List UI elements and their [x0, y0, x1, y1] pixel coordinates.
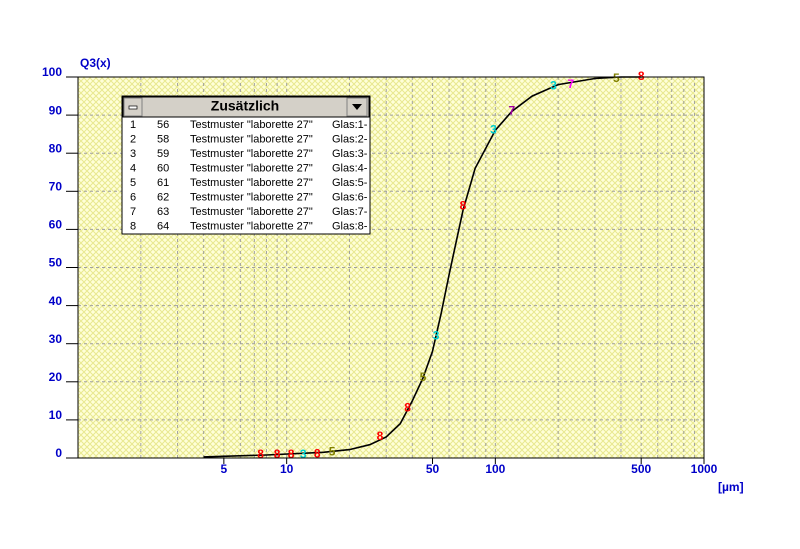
- y-tick-label: 50: [49, 256, 63, 270]
- y-tick-label: 20: [49, 370, 63, 384]
- legend-cell: 1: [130, 119, 136, 131]
- legend-cell: 5: [130, 177, 136, 189]
- point-marker: 3: [550, 79, 557, 93]
- point-marker: 8: [257, 447, 264, 461]
- legend-cell: 63: [157, 206, 169, 218]
- legend-cell: Glas:8-: [332, 220, 368, 232]
- y-axis-label: Q3(x): [80, 56, 111, 70]
- legend-cell: Testmuster "laborette 27": [190, 191, 313, 203]
- point-marker: 3: [300, 447, 307, 461]
- legend-cell: Glas:5-: [332, 177, 368, 189]
- y-tick-label: 90: [49, 103, 63, 117]
- legend-cell: Testmuster "laborette 27": [190, 177, 313, 189]
- legend-frame: [121, 95, 371, 235]
- legend-cell: Testmuster "laborette 27": [190, 119, 313, 131]
- y-tick-label: 30: [49, 332, 63, 346]
- legend-cell: 7: [130, 206, 136, 218]
- point-marker: 8: [314, 446, 321, 460]
- legend-title: Zusätzlich: [211, 98, 279, 114]
- legend-cell: Glas:3-: [332, 148, 368, 160]
- y-tick-label: 100: [42, 65, 62, 79]
- legend-cell: Testmuster "laborette 27": [190, 133, 313, 145]
- x-tick-label: 50: [426, 462, 440, 476]
- point-marker: 8: [404, 401, 411, 415]
- legend-cell: Glas:6-: [332, 191, 368, 203]
- x-tick-label: 10: [280, 462, 294, 476]
- legend-cell: Glas:1-: [332, 119, 368, 131]
- x-tick-label: 500: [631, 462, 651, 476]
- point-marker: 8: [460, 199, 467, 213]
- legend-cell: 4: [130, 162, 136, 174]
- legend-cell: 58: [157, 133, 169, 145]
- legend-cell: 60: [157, 162, 169, 174]
- legend-cell: Glas:2-: [332, 133, 368, 145]
- dropdown-arrow: [352, 104, 362, 110]
- point-marker: 8: [274, 447, 281, 461]
- y-tick-label: 40: [49, 294, 63, 308]
- legend-cell: 3: [130, 148, 136, 160]
- legend-cell: Testmuster "laborette 27": [190, 206, 313, 218]
- legend-cell: 8: [130, 220, 136, 232]
- point-marker: 8: [377, 429, 384, 443]
- legend-cell: 56: [157, 119, 169, 131]
- point-marker: 5: [329, 444, 336, 458]
- legend-cell: 2: [130, 133, 136, 145]
- minimize-icon: [128, 105, 138, 110]
- legend-cell: Glas:7-: [332, 206, 368, 218]
- legend-cell: 64: [157, 220, 169, 232]
- point-marker: 3: [490, 123, 497, 137]
- point-marker: 5: [613, 71, 620, 85]
- point-marker: 5: [420, 370, 427, 384]
- legend-cell: 6: [130, 191, 136, 203]
- y-tick-label: 70: [49, 179, 63, 193]
- x-tick-label: 5: [221, 462, 228, 476]
- legend-cell: Testmuster "laborette 27": [190, 162, 313, 174]
- x-tick-label: 1000: [691, 462, 718, 476]
- legend-cell: Testmuster "laborette 27": [190, 220, 313, 232]
- y-tick-label: 0: [55, 446, 62, 460]
- point-marker: 7: [509, 103, 516, 117]
- legend-header: [122, 96, 370, 118]
- point-marker: 8: [288, 447, 295, 461]
- curve: [203, 76, 642, 458]
- legend-cell: 59: [157, 148, 169, 160]
- y-tick-label: 80: [49, 141, 63, 155]
- legend-cell: Testmuster "laborette 27": [190, 148, 313, 160]
- y-tick-label: 60: [49, 218, 63, 232]
- legend-cell: 61: [157, 177, 169, 189]
- legend-box: Zusätzlich 1 56 Testmuster "laborette 27" G…: [121, 95, 371, 235]
- point-marker: 3: [433, 328, 440, 342]
- legend-cell: 62: [157, 191, 169, 203]
- legend-cell: Glas:4-: [332, 162, 368, 174]
- point-marker: 8: [638, 69, 645, 83]
- point-marker: 7: [567, 77, 574, 91]
- x-axis-label: [µm]: [718, 480, 744, 494]
- y-tick-label: 10: [49, 408, 63, 422]
- x-tick-label: 100: [485, 462, 505, 476]
